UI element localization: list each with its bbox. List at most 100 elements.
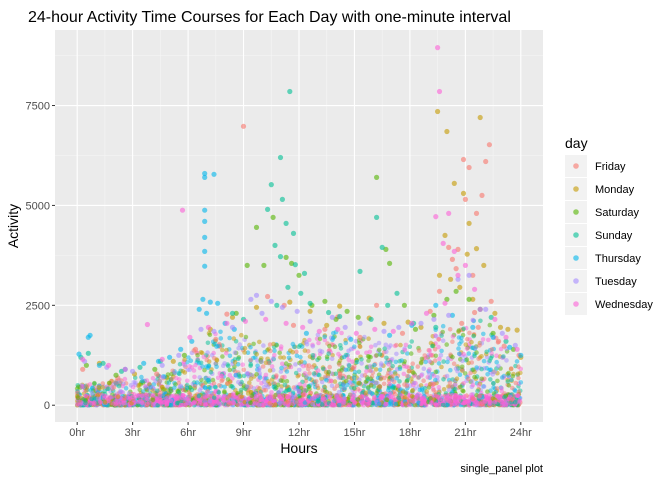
band-point: [247, 380, 252, 386]
x-axis: 0hr 3hr 6hr 9hr 12hr 15hr 18hr 21hr 24hr: [69, 422, 532, 439]
data-point: [505, 326, 511, 332]
band-point: [485, 389, 490, 395]
band-point: [278, 355, 283, 360]
data-point: [501, 343, 507, 349]
band-point: [327, 343, 332, 349]
band-point: [416, 375, 421, 380]
band-point: [306, 363, 312, 368]
x-tick-label: 21hr: [454, 427, 476, 439]
band-point: [266, 360, 271, 366]
band-point: [306, 366, 311, 372]
band-point: [411, 380, 417, 386]
band-point: [169, 376, 175, 382]
band-point: [505, 379, 511, 384]
band-point: [506, 383, 512, 388]
band-point: [368, 344, 374, 350]
band-point: [185, 378, 190, 384]
data-point: [435, 108, 441, 115]
band-point: [255, 358, 260, 363]
band-point: [379, 363, 384, 368]
band-point: [489, 351, 494, 356]
band-point: [302, 371, 308, 376]
band-point: [224, 351, 229, 356]
band-point: [469, 339, 474, 345]
band-point: [427, 358, 432, 364]
band-point: [334, 383, 340, 389]
band-point: [301, 363, 306, 369]
band-point: [267, 368, 273, 373]
band-point: [393, 359, 399, 365]
data-point: [279, 196, 285, 202]
data-point: [240, 123, 247, 129]
band-point: [514, 359, 520, 364]
band-point: [352, 399, 358, 405]
band-point: [261, 402, 267, 408]
band-point: [419, 356, 425, 362]
band-point: [355, 397, 361, 402]
data-point: [152, 366, 158, 372]
data-point: [83, 362, 89, 368]
band-point: [450, 334, 456, 339]
band-point: [332, 386, 337, 392]
band-point: [502, 394, 507, 400]
band-point: [372, 394, 377, 400]
band-point: [281, 355, 287, 360]
band-point: [310, 344, 316, 349]
band-point: [302, 387, 307, 393]
band-point: [310, 353, 316, 358]
band-point: [205, 378, 211, 383]
data-point: [300, 324, 306, 330]
data-point: [436, 88, 443, 95]
band-point: [316, 372, 322, 378]
band-point: [355, 386, 361, 392]
band-point: [481, 358, 487, 364]
data-point: [204, 310, 210, 316]
band-point: [447, 380, 453, 385]
data-point: [202, 174, 208, 180]
data-point: [290, 322, 297, 328]
band-point: [284, 378, 290, 384]
data-point: [259, 310, 265, 316]
band-point: [447, 398, 453, 404]
x-axis-label: Hours: [280, 440, 317, 456]
band-point: [405, 351, 410, 356]
band-point: [165, 384, 170, 390]
band-point: [410, 387, 416, 393]
data-point: [518, 352, 524, 358]
band-point: [279, 365, 284, 371]
data-point: [436, 288, 443, 294]
band-point: [192, 374, 197, 380]
band-point: [160, 384, 165, 390]
band-point: [488, 355, 494, 361]
band-point: [352, 369, 358, 375]
band-point: [211, 395, 217, 401]
band-point: [464, 399, 470, 404]
band-point: [409, 393, 415, 399]
data-point: [355, 314, 361, 320]
band-point: [157, 379, 163, 384]
band-point: [359, 357, 364, 362]
band-point: [263, 388, 269, 393]
data-point: [448, 276, 454, 282]
band-point: [362, 373, 368, 378]
band-point: [139, 378, 145, 384]
band-point: [92, 380, 97, 386]
data-point: [198, 326, 204, 332]
band-point: [200, 364, 205, 369]
band-point: [305, 398, 311, 403]
data-point: [379, 244, 385, 250]
band-point: [401, 389, 406, 395]
band-point: [472, 402, 477, 408]
band-point: [389, 377, 395, 383]
band-point: [351, 393, 357, 399]
band-point: [317, 336, 323, 342]
data-point: [444, 128, 450, 135]
legend-label: Thursday: [595, 253, 641, 265]
data-point: [205, 324, 211, 330]
data-point: [170, 358, 176, 364]
band-point: [244, 371, 250, 376]
data-point: [446, 312, 452, 318]
data-point: [87, 332, 93, 338]
band-point: [288, 364, 294, 370]
band-point: [174, 400, 180, 406]
